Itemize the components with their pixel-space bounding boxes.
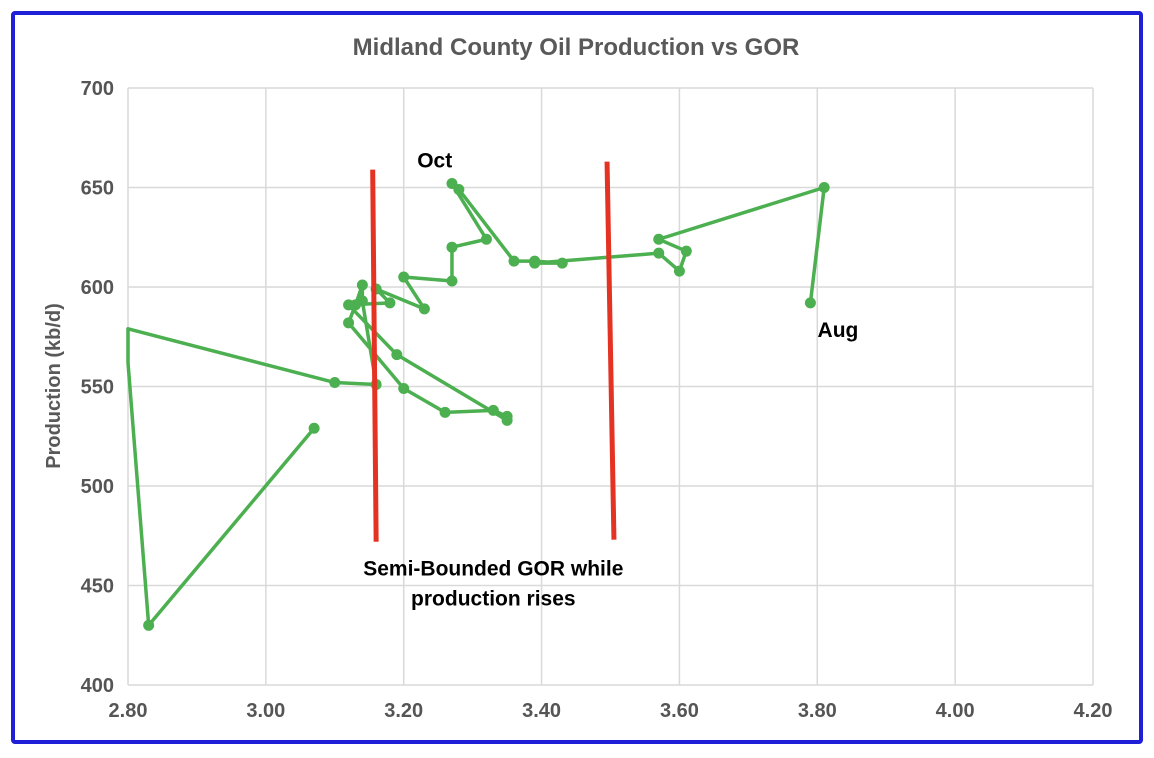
y-tick-label: 500: [81, 476, 114, 498]
data-point: [391, 349, 403, 361]
data-point: [343, 299, 355, 311]
series-line: [126, 181, 826, 628]
data-point: [446, 241, 458, 253]
data-point: [804, 297, 816, 309]
data-point: [680, 245, 692, 257]
data-point: [439, 406, 451, 418]
annotation-label: Oct: [417, 150, 452, 173]
data-point: [673, 265, 685, 277]
data-point: [487, 404, 499, 416]
gridlines: [127, 87, 1094, 686]
data-point: [508, 255, 520, 267]
annotations: Oct Aug Semi-Bounded GOR while production r…: [363, 150, 858, 611]
x-tick-label: 4.20: [1074, 700, 1113, 722]
data-point: [556, 257, 568, 269]
red-marker-line: [370, 169, 379, 542]
y-axis-label: Production (kb/d): [43, 303, 65, 469]
chart-title: Midland County Oil Production vs GOR: [353, 34, 800, 61]
x-tick-label: 3.60: [660, 700, 699, 722]
data-point: [501, 414, 513, 426]
data-point: [343, 317, 355, 329]
data-point: [418, 303, 430, 315]
data-point: [329, 377, 341, 389]
x-tick-label: 2.80: [109, 700, 148, 722]
x-tick-label: 3.40: [522, 700, 561, 722]
data-point: [453, 183, 465, 195]
chart-frame: [11, 11, 1143, 744]
data-point: [398, 271, 410, 283]
data-point: [653, 233, 665, 245]
data-point: [653, 247, 665, 259]
x-tick-label: 4.00: [936, 700, 975, 722]
tick-labels: 2.80 3.00 3.20 3.40 3.60 3.80 4.00 4.20 400 450 50…: [81, 78, 1113, 722]
data-point: [480, 233, 492, 245]
data-point: [529, 257, 541, 269]
x-tick-label: 3.00: [246, 700, 285, 722]
data-point: [308, 422, 320, 434]
y-tick-label: 650: [81, 178, 114, 200]
annotation-label: production rises: [411, 587, 576, 610]
y-tick-label: 450: [81, 576, 114, 598]
marker-lines: [370, 161, 617, 542]
y-tick-label: 600: [81, 277, 114, 299]
data-point: [398, 382, 410, 394]
data-point: [143, 619, 155, 631]
y-tick-label: 550: [81, 377, 114, 399]
y-tick-label: 400: [81, 675, 114, 697]
red-marker-line: [604, 161, 617, 540]
y-tick-label: 700: [81, 78, 114, 100]
series-group: [126, 178, 830, 631]
data-point: [356, 279, 368, 291]
x-tick-label: 3.20: [384, 700, 423, 722]
data-point: [384, 297, 396, 309]
annotation-label: Aug: [818, 319, 859, 342]
annotation-label: Semi-Bounded GOR while: [363, 558, 623, 581]
x-tick-label: 3.80: [798, 700, 837, 722]
data-point: [818, 182, 830, 193]
data-point: [446, 275, 458, 287]
